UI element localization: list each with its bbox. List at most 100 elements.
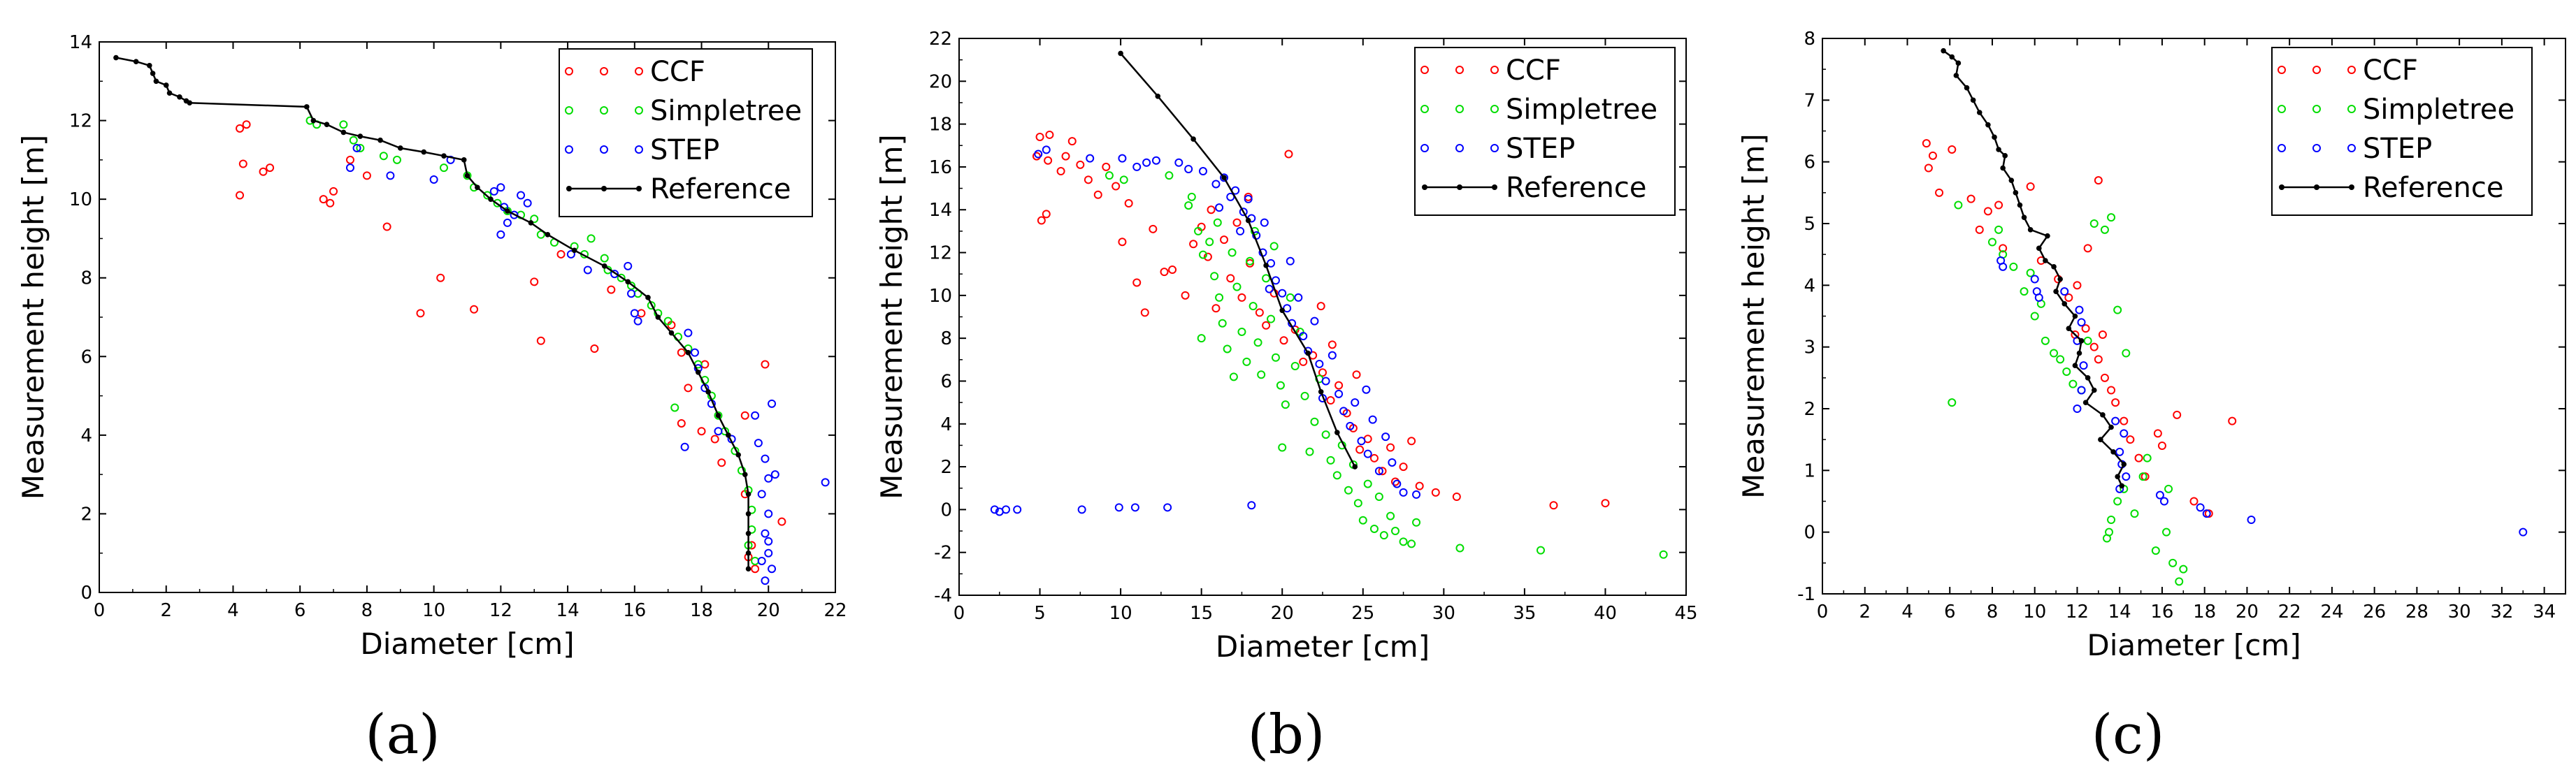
x-tick-label: 22 <box>2278 602 2301 622</box>
data-point-step <box>1271 276 1280 285</box>
data-point-step <box>2122 472 2131 481</box>
data-point-step <box>1351 398 1360 407</box>
data-point-step <box>754 439 763 448</box>
data-point-simpletree <box>2138 472 2147 481</box>
data-point-step <box>1339 407 1348 416</box>
data-point-step <box>1151 156 1160 165</box>
legend-marker-reference <box>1422 184 1427 190</box>
data-point-simpletree <box>439 163 448 173</box>
y-tick-label: 8 <box>80 268 92 289</box>
data-point-simpletree <box>1257 370 1266 379</box>
data-point-step <box>751 411 760 420</box>
data-point-step <box>1357 437 1366 446</box>
data-point-step <box>2196 503 2205 512</box>
reference-point <box>1279 307 1286 314</box>
legend-label-ccf: CCF <box>1506 54 1561 87</box>
data-point-step <box>714 427 723 436</box>
x-tick-label: 45 <box>1674 603 1697 624</box>
legend-marker-reference <box>566 186 572 191</box>
data-point-simpletree <box>2130 509 2139 518</box>
data-point-simpletree <box>1300 391 1309 400</box>
reference-point <box>528 220 534 226</box>
x-tick-label: 32 <box>2490 602 2513 622</box>
data-point-simpletree <box>1246 256 1254 265</box>
data-point-simpletree <box>1187 192 1196 201</box>
data-point-step <box>1388 458 1397 467</box>
data-point-step <box>1265 284 1274 293</box>
data-point-step <box>496 183 505 192</box>
data-point-step <box>770 470 779 479</box>
legend-marker-simpletree <box>2312 105 2321 113</box>
data-point-simpletree <box>536 230 545 239</box>
data-point-ccf <box>1140 308 1149 317</box>
reference-point <box>1245 217 1251 224</box>
data-point-ccf <box>1966 194 1976 203</box>
data-point-ccf <box>470 305 479 314</box>
reference-point <box>705 389 711 395</box>
x-tick-label: 28 <box>2405 602 2429 622</box>
data-point-simpletree <box>1165 171 1174 180</box>
data-point-step <box>1042 145 1051 154</box>
reference-point <box>397 145 403 151</box>
y-tick-label: 14 <box>929 200 952 221</box>
data-point-step <box>2519 527 2528 537</box>
reference-point <box>745 550 751 556</box>
x-tick-label: 24 <box>2320 602 2343 622</box>
series-simpletree <box>1948 201 2188 586</box>
chart-panel-a: 0 2 4 6 8 10 12 14 16 18 20 22 0 2 4 6 8 10 12 14 Diameter [… <box>16 32 847 661</box>
data-point-ccf <box>1207 205 1216 214</box>
reference-point <box>340 129 347 136</box>
data-point-step <box>1118 154 1127 163</box>
reference-point <box>2043 258 2048 263</box>
data-point-step <box>2075 305 2084 314</box>
reference-point <box>625 279 631 285</box>
data-point-simpletree <box>1198 250 1207 259</box>
data-point-simpletree <box>1399 537 1408 546</box>
legend-marker-step <box>600 145 608 154</box>
data-point-ccf <box>1975 225 1984 234</box>
data-point-simpletree <box>1223 344 1232 354</box>
data-point-ccf <box>530 277 539 286</box>
data-point-simpletree <box>1228 248 1237 257</box>
data-point-step <box>2120 429 2129 438</box>
reference-point <box>1305 350 1311 356</box>
data-point-step <box>1239 207 1248 217</box>
legend-marker-step <box>2312 144 2321 152</box>
reference-point <box>745 511 751 517</box>
data-point-ccf <box>1237 293 1246 302</box>
data-point-step <box>386 171 395 180</box>
data-point-simpletree <box>2107 213 2116 222</box>
series-reference <box>1941 48 2127 489</box>
caption-b: (b) <box>1248 704 1325 766</box>
data-point-step <box>761 529 770 538</box>
data-point-step <box>610 270 619 279</box>
x-axis-title: Diameter [cm] <box>360 627 574 661</box>
chart-panel-c: 0 2 4 6 8 10 12 14 16 18 20 22 24 26 28 30 32 34-10123456… <box>1736 29 2566 662</box>
y-tick-label: 4 <box>1804 275 1815 296</box>
data-point-ccf <box>1391 477 1399 486</box>
data-point-ccf <box>416 309 425 318</box>
series-reference <box>1118 50 1358 469</box>
reference-point <box>153 78 159 85</box>
data-point-ccf <box>1061 152 1070 161</box>
reference-line <box>1943 50 2125 486</box>
reference-point <box>2085 375 2091 381</box>
legend-marker-ccf <box>565 67 573 75</box>
reference-point <box>2051 264 2057 270</box>
legend-marker-ccf <box>2347 66 2356 74</box>
data-point-simpletree <box>2100 225 2109 234</box>
data-point-step <box>1310 316 1319 326</box>
series-simpletree <box>1104 171 1668 559</box>
reference-point <box>2045 233 2050 239</box>
data-point-ccf <box>382 222 391 231</box>
data-point-ccf <box>1226 274 1235 283</box>
data-point-step <box>1142 158 1151 167</box>
x-tick-label: 12 <box>2066 602 2089 622</box>
data-point-step <box>1393 479 1402 488</box>
data-point-step <box>1244 194 1253 203</box>
data-point-ccf <box>329 187 338 196</box>
data-point-ccf <box>345 155 354 164</box>
series-reference <box>113 54 751 572</box>
x-tick-label: 0 <box>954 603 965 624</box>
data-point-simpletree <box>2143 453 2152 463</box>
